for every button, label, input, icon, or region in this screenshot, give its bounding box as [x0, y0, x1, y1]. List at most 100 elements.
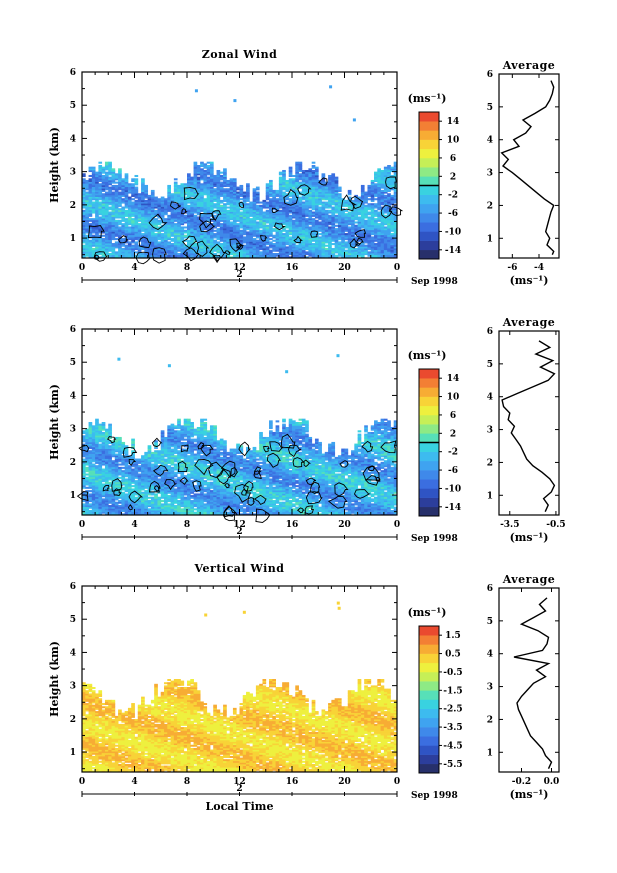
heatmap-cell — [278, 184, 283, 187]
heatmap-cell — [269, 219, 273, 222]
heatmap-cell — [95, 188, 99, 191]
heatmap-cell — [216, 248, 221, 251]
heatmap-cell — [91, 243, 96, 246]
heatmap-cell — [141, 186, 145, 189]
heatmap-cell — [196, 211, 201, 214]
heatmap-cell — [88, 168, 93, 171]
heatmap-cell — [85, 501, 89, 504]
heatmap-cell — [301, 223, 306, 226]
heatmap-cell — [101, 219, 106, 222]
heatmap-cell — [160, 209, 165, 212]
heatmap-cell — [341, 213, 345, 216]
heatmap-cell — [193, 228, 198, 231]
heatmap-cell — [288, 209, 293, 212]
heatmap-cell — [167, 208, 171, 211]
heatmap-cell — [318, 254, 322, 257]
heatmap-cell — [311, 224, 316, 227]
heatmap-cell — [370, 196, 375, 199]
heatmap-cell — [213, 226, 217, 229]
heatmap-cell — [318, 201, 322, 204]
heatmap-cell — [190, 249, 194, 252]
heatmap-cell — [331, 188, 336, 191]
heatmap-cell — [308, 169, 313, 173]
heatmap-cell — [288, 246, 293, 249]
heatmap-cell — [334, 218, 339, 221]
heatmap-cell — [269, 193, 273, 196]
heatmap-cell — [347, 256, 352, 259]
heatmap-cell — [206, 206, 211, 209]
heatmap-cell — [82, 451, 86, 454]
heatmap-cell — [85, 478, 89, 481]
heatmap-cell — [232, 234, 237, 237]
heatmap-cell — [282, 233, 286, 236]
heatmap-cell — [367, 244, 372, 247]
heatmap-cell — [88, 174, 93, 178]
heatmap-cell — [91, 188, 96, 191]
heatmap-cell — [157, 229, 162, 232]
heatmap-cell — [334, 221, 339, 224]
heatmap-cell — [124, 249, 129, 252]
heatmap-cell — [321, 243, 326, 246]
heatmap-cell — [301, 208, 306, 211]
heatmap-cell — [292, 238, 296, 241]
heatmap-cell — [374, 174, 378, 178]
heatmap-cell — [157, 254, 162, 257]
heatmap-cell — [321, 193, 326, 196]
heatmap-cell — [380, 239, 385, 242]
x-tick-label: 20 — [338, 263, 351, 273]
heatmap-cell — [111, 194, 116, 197]
heatmap-cell — [177, 186, 181, 189]
heatmap-cell — [187, 223, 191, 226]
heatmap-cell — [246, 241, 250, 244]
heatmap-cell — [141, 188, 145, 191]
heatmap-cell — [282, 221, 286, 224]
heatmap-cell — [91, 204, 96, 207]
heatmap-cell — [170, 248, 175, 251]
heatmap-cell — [337, 228, 342, 231]
heatmap-cell — [209, 173, 214, 176]
heatmap-cell — [121, 219, 126, 222]
heatmap-cell — [259, 201, 263, 204]
heatmap-cell — [104, 231, 109, 234]
heatmap-cell — [183, 256, 188, 259]
heatmap-cell — [157, 204, 162, 207]
heatmap-cell — [193, 229, 198, 232]
heatmap-cell — [200, 224, 204, 227]
heatmap-cell — [249, 226, 254, 229]
heatmap-cell — [285, 238, 290, 241]
heatmap-cell — [255, 196, 260, 199]
heatmap-cell — [364, 228, 368, 231]
heatmap-cell — [183, 254, 188, 257]
heatmap-cell — [242, 201, 247, 204]
heatmap-cell — [121, 183, 126, 186]
heatmap-cell — [252, 198, 257, 201]
heatmap-cell — [249, 238, 254, 241]
heatmap-cell — [370, 209, 375, 212]
heatmap-cell — [206, 201, 211, 204]
heatmap-cell — [180, 223, 185, 226]
heatmap-cell — [85, 214, 89, 217]
heatmap-cell — [141, 234, 145, 237]
heatmap-cell — [252, 248, 257, 251]
heatmap-cell — [360, 226, 365, 229]
heatmap-cell — [101, 239, 106, 242]
heatmap-cell — [239, 238, 244, 241]
heatmap-cell — [285, 241, 290, 244]
heatmap-cell — [364, 219, 368, 222]
heatmap-cell — [157, 231, 162, 234]
heatmap-cell — [331, 186, 336, 189]
heatmap-cell — [311, 243, 316, 246]
heatmap-cell — [196, 249, 201, 252]
heatmap-cell — [157, 213, 162, 216]
heatmap-cell — [288, 184, 293, 187]
heatmap-cell — [242, 193, 247, 196]
heatmap-cell — [118, 203, 122, 206]
heatmap-cell — [206, 253, 211, 256]
heatmap-cell — [167, 251, 171, 254]
heatmap-cell — [370, 204, 375, 207]
heatmap-cell — [219, 244, 224, 247]
heatmap-cell — [298, 223, 303, 226]
heatmap-cell — [255, 241, 260, 244]
heatmap-cell — [160, 213, 165, 216]
heatmap-cell — [301, 209, 306, 212]
